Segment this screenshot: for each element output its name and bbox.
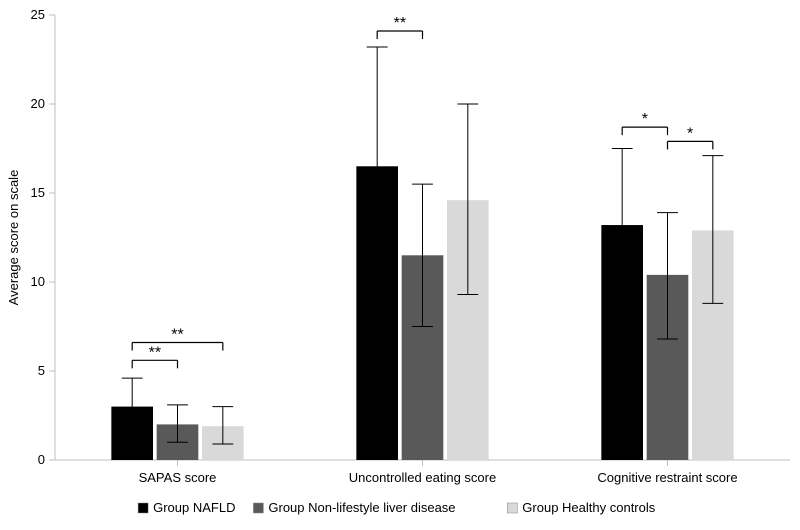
significance-marker: * [687, 125, 693, 142]
legend-swatch [253, 503, 263, 513]
y-tick-label: 0 [38, 452, 45, 467]
legend-label: Group NAFLD [153, 500, 235, 515]
legend-swatch [507, 503, 517, 513]
significance-marker: * [642, 111, 648, 128]
significance-marker: ** [171, 327, 183, 344]
legend-label: Group Healthy controls [522, 500, 655, 515]
x-category-label: Cognitive restraint score [597, 470, 737, 485]
y-tick-label: 10 [31, 274, 45, 289]
y-tick-label: 5 [38, 363, 45, 378]
y-tick-label: 25 [31, 7, 45, 22]
x-category-label: Uncontrolled eating score [349, 470, 496, 485]
y-axis-label: Average score on scale [6, 170, 21, 306]
chart-container: 0 5 10 15 20 25 Average score on scale SAPAS sc… [0, 0, 800, 530]
y-tick-label: 15 [31, 185, 45, 200]
significance-marker: ** [149, 344, 161, 361]
legend-swatch [138, 503, 148, 513]
bar-chart: 0 5 10 15 20 25 Average score on scale SAPAS sc… [0, 0, 800, 530]
x-category-label: SAPAS score [139, 470, 217, 485]
significance-marker: ** [394, 15, 406, 32]
y-tick-label: 20 [31, 96, 45, 111]
legend-label: Group Non-lifestyle liver disease [268, 500, 455, 515]
